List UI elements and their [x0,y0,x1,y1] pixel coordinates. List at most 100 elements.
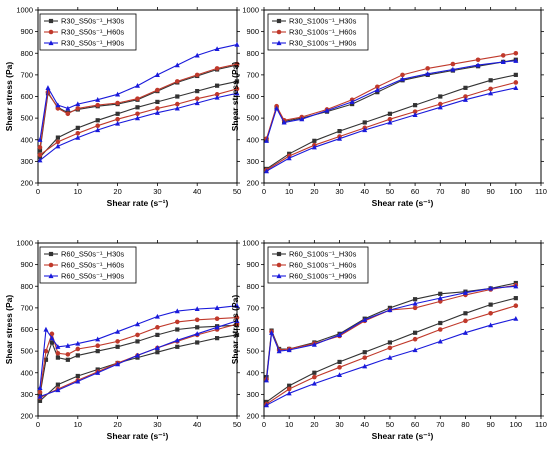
legend-marker [48,262,54,268]
data-point [65,105,71,111]
data-point [194,331,200,336]
data-point [174,62,180,68]
data-point [437,295,443,301]
data-point [234,79,240,84]
data-point [286,386,292,392]
data-point [400,76,405,82]
data-point [174,308,180,314]
data-point [437,338,443,344]
data-point [488,302,493,307]
data-point [37,152,43,158]
data-point [234,315,240,320]
data-point [154,110,160,115]
data-point [488,310,493,316]
x-tick-label: 30 [153,187,161,196]
data-point [234,332,240,338]
data-point [500,59,506,64]
data-point [264,402,270,408]
x-tick-label: 80 [461,187,469,196]
x-tick-label: 20 [113,187,121,196]
data-point [362,317,368,322]
data-point [214,94,220,100]
legend: R60_S50s⁻¹_H30s R60_S50s⁻¹_H60s R60_S50s⁻¹… [39,246,137,284]
data-point [412,330,418,335]
legend: R30_S50s⁻¹_H30s R30_S50s⁻¹_H60s R30_S50s⁻¹… [39,13,137,51]
data-point [350,101,355,107]
data-point [175,327,180,332]
data-point [135,339,140,344]
data-point [194,72,200,78]
data-point [362,363,368,369]
data-point [95,123,100,128]
data-point [95,336,101,342]
y-tick-label: 700 [20,303,33,312]
x-tick-label: 110 [535,420,547,429]
data-point [513,303,519,309]
x-tick-label: 10 [74,187,82,196]
data-point [214,305,220,310]
data-point [513,85,519,90]
y-tick-label: 900 [246,260,259,269]
y-tick-label: 900 [246,27,259,36]
series-line-up [265,59,516,140]
x-tick-label: 40 [361,187,369,196]
y-tick-label: 800 [246,49,259,58]
data-point [425,71,431,76]
series-3 [264,58,519,174]
data-point [362,355,368,360]
data-point [95,349,100,354]
y-tick-label: 600 [20,92,33,101]
data-point [324,107,330,113]
x-tick-label: 50 [233,187,241,196]
y-tick-label: 500 [246,114,259,123]
y-tick-label: 500 [20,114,33,123]
series-2 [264,50,519,173]
data-point [337,332,343,338]
data-point [195,325,200,330]
data-point [37,389,43,395]
legend-box [39,13,137,51]
data-point [475,62,481,68]
data-point [488,86,493,92]
data-point [412,305,418,311]
legend-marker [276,29,282,35]
data-point [214,46,220,52]
legend-label: R60_S50s⁻¹_H90s [61,272,124,281]
x-tick-label: 80 [461,420,469,429]
data-point [488,285,494,291]
data-point [49,331,55,337]
data-point [462,330,468,335]
data-point [135,352,140,358]
y-tick-label: 300 [246,157,259,166]
data-point [195,88,200,94]
data-point [155,332,160,338]
series-1 [264,57,518,172]
legend: R30_S100s⁻¹_H30s R30_S100s⁻¹_H60s R30_S100… [267,13,369,51]
data-point [234,303,240,308]
data-point [75,125,80,130]
data-point [463,94,468,99]
data-point [75,106,81,111]
y-tick-label: 600 [246,325,259,334]
data-point [450,66,456,72]
x-tick-label: 50 [386,420,394,429]
y-tick-label: 200 [246,412,259,421]
data-point [286,347,292,353]
data-point [387,111,393,116]
data-point [387,119,393,125]
series-line-up [39,324,238,395]
data-point [175,94,180,99]
data-point [43,326,49,332]
legend-label: R60_S50s⁻¹_H60s [61,261,124,270]
legend-label: R30_S50s⁻¹_H30s [61,17,124,26]
data-point [75,378,81,384]
y-tick-label: 800 [246,282,259,291]
series-line-up [39,44,238,140]
data-point [49,340,55,345]
y-tick-label: 400 [20,368,33,377]
data-point [55,355,60,360]
data-point [362,120,367,125]
data-point [264,377,270,383]
data-point [155,106,160,111]
x-tick-label: 0 [36,420,40,429]
